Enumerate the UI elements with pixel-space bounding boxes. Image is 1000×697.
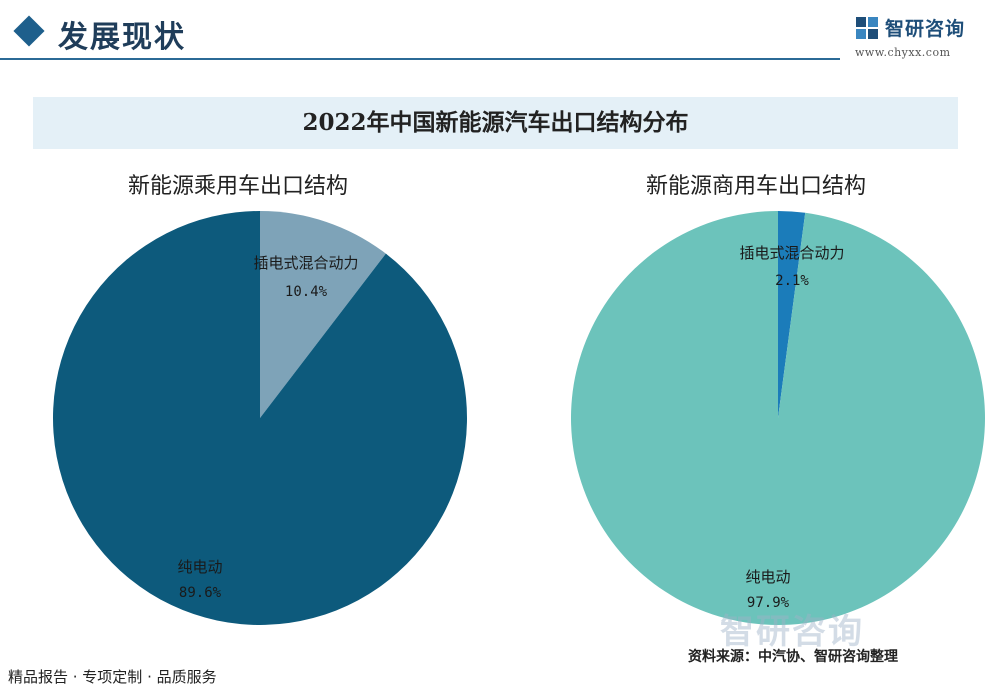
watermark: 智研咨询 xyxy=(720,612,864,652)
pie-slice-commercial-bev xyxy=(571,211,986,626)
logo-text: 智研咨询 xyxy=(885,18,966,40)
pie-title-passenger: 新能源乘用车出口结构 xyxy=(128,174,349,199)
brand-logo: 智研咨询 www.chyxx.com xyxy=(855,14,985,64)
header-divider xyxy=(0,58,840,60)
slice-label: 纯电动 xyxy=(177,558,222,576)
slice-label: 插电式混合动力 xyxy=(253,254,358,272)
slice-label: 纯电动 xyxy=(745,568,790,586)
title-band: 2022年中国新能源汽车出口结构分布 xyxy=(33,97,958,149)
slice-label: 插电式混合动力 xyxy=(739,244,844,262)
page-header: 发展现状 智研咨询 www.chyxx.com xyxy=(0,0,1000,70)
slice-value-label: 97.9% xyxy=(747,595,790,611)
pie-slice-commercial-phev xyxy=(778,211,806,418)
pie-slice-passenger-bev xyxy=(53,211,467,626)
pie-title-commercial: 新能源商用车出口结构 xyxy=(646,174,867,199)
chart-title: 2022年中国新能源汽车出口结构分布 xyxy=(302,109,689,136)
source-note: 资料来源：中汽协、智研咨询整理 xyxy=(688,649,898,665)
slice-value-label: 89.6% xyxy=(179,585,222,601)
slice-value-label: 10.4% xyxy=(285,284,328,300)
pie-slice-passenger-phev xyxy=(260,211,386,418)
section-title: 发展现状 xyxy=(58,20,186,55)
logo-icon xyxy=(856,17,878,39)
footer-tagline: 精品报告 · 专项定制 · 品质服务 xyxy=(8,668,217,686)
slice-value-label: 2.1% xyxy=(775,273,809,289)
logo-url: www.chyxx.com xyxy=(855,46,951,59)
